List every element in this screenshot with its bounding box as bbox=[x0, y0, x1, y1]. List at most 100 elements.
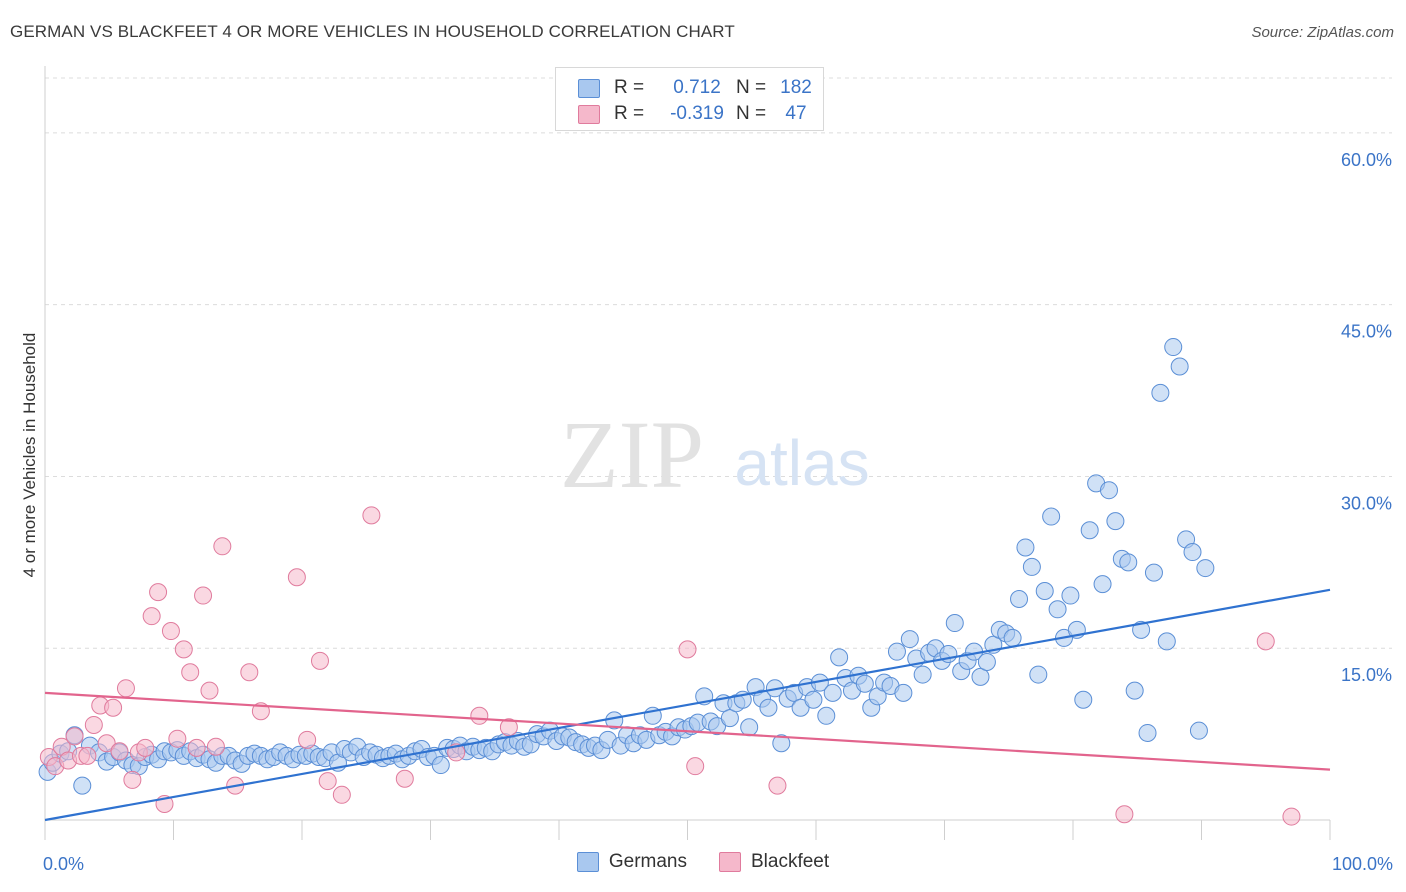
trend-lines bbox=[44, 588, 1331, 822]
blackfeet-point bbox=[65, 727, 84, 746]
blackfeet-point bbox=[1256, 632, 1275, 651]
blackfeet-point bbox=[174, 640, 193, 659]
legend-row-germans: R = 0.712 N = 182 bbox=[578, 76, 816, 100]
legend-row-blackfeet: R = -0.319 N = 47 bbox=[578, 102, 816, 126]
blackfeet-point bbox=[362, 506, 381, 525]
germans-point bbox=[1022, 557, 1041, 576]
blackfeet-point bbox=[318, 772, 337, 791]
blackfeet-point bbox=[181, 663, 200, 682]
watermark-zip: ZIP bbox=[560, 401, 704, 508]
legend-item-germans: Germans bbox=[576, 851, 687, 873]
germans-point bbox=[855, 674, 874, 693]
r-label: R = bbox=[614, 103, 645, 124]
germans-point bbox=[1042, 507, 1061, 526]
blackfeet-point bbox=[84, 715, 103, 734]
germans-trend-line bbox=[44, 588, 1331, 822]
germans-point bbox=[900, 630, 919, 649]
y-tick-label: 45.0% bbox=[1341, 322, 1392, 342]
germans-point bbox=[1125, 681, 1144, 700]
r-value: 0.712 bbox=[673, 77, 721, 98]
blackfeet-point bbox=[123, 770, 142, 789]
germans-point bbox=[759, 698, 778, 717]
blackfeet-point bbox=[200, 681, 219, 700]
grid-lines bbox=[45, 77, 1392, 649]
germans-point bbox=[1151, 383, 1170, 402]
blackfeet-point bbox=[142, 607, 161, 626]
germans-point bbox=[1010, 589, 1029, 608]
blackfeet-point bbox=[168, 729, 187, 748]
germans-point bbox=[913, 665, 932, 684]
germans-point bbox=[1080, 521, 1099, 540]
germans-point bbox=[1093, 575, 1112, 594]
blackfeet-point bbox=[287, 568, 306, 587]
germans-point bbox=[791, 698, 810, 717]
n-value: 47 bbox=[785, 103, 807, 124]
axes bbox=[44, 66, 1331, 840]
germans-point bbox=[1035, 581, 1054, 600]
x-tick-label-max: 100.0% bbox=[1332, 854, 1393, 874]
blackfeet-point bbox=[213, 537, 232, 556]
germans-point bbox=[1183, 543, 1202, 562]
blackfeet-point bbox=[110, 742, 129, 761]
x-tick-label-min: 0.0% bbox=[43, 854, 84, 874]
blackfeet-point bbox=[116, 679, 135, 698]
blackfeet-point bbox=[1282, 807, 1301, 826]
germans-point bbox=[1016, 538, 1035, 557]
blackfeet-point bbox=[161, 622, 180, 641]
blackfeet-point bbox=[194, 586, 213, 605]
germans-point bbox=[1029, 665, 1048, 684]
legend-item-blackfeet: Blackfeet bbox=[718, 851, 830, 873]
blackfeet-trend-line bbox=[44, 691, 1331, 771]
germans-point bbox=[720, 709, 739, 728]
blackfeet-point bbox=[187, 738, 206, 757]
germans-point bbox=[945, 614, 964, 633]
y-tick-label: 30.0% bbox=[1341, 493, 1392, 513]
germans-point bbox=[1189, 721, 1208, 740]
chart-title: GERMAN VS BLACKFEET 4 OR MORE VEHICLES I… bbox=[10, 22, 735, 41]
tick-labels: 15.0% 30.0% 45.0% 60.0% 0.0% 100.0% bbox=[43, 150, 1393, 874]
blackfeet-point bbox=[97, 734, 116, 753]
germans-point bbox=[1132, 620, 1151, 639]
germans-point bbox=[1099, 481, 1118, 500]
germans-point bbox=[772, 734, 791, 753]
y-tick-label: 15.0% bbox=[1341, 665, 1392, 685]
germans-point bbox=[804, 690, 823, 709]
data-points bbox=[38, 338, 1301, 826]
n-value: 182 bbox=[780, 77, 812, 98]
blackfeet-point bbox=[470, 706, 489, 725]
source-credit: Source: ZipAtlas.com bbox=[1251, 24, 1394, 41]
blackfeet-point bbox=[686, 757, 705, 776]
blackfeet-point bbox=[768, 776, 787, 795]
r-value: -0.319 bbox=[670, 103, 724, 124]
germans-point bbox=[1061, 586, 1080, 605]
r-label: R = bbox=[614, 77, 645, 98]
blackfeet-point bbox=[678, 640, 697, 659]
blackfeet-point bbox=[499, 718, 518, 737]
blackfeet-swatch bbox=[578, 104, 600, 124]
n-label: N = bbox=[736, 77, 767, 98]
germans-point bbox=[830, 648, 849, 667]
germans-point bbox=[740, 718, 759, 737]
germans-point bbox=[1170, 357, 1189, 376]
germans-point bbox=[1164, 338, 1183, 357]
germans-point bbox=[708, 717, 727, 736]
germans-point bbox=[823, 683, 842, 702]
germans-point bbox=[1196, 559, 1215, 578]
legend-label: Blackfeet bbox=[750, 851, 830, 872]
blackfeet-swatch bbox=[718, 852, 741, 872]
germans-point bbox=[971, 667, 990, 686]
germans-point bbox=[887, 642, 906, 661]
germans-swatch bbox=[578, 78, 600, 98]
germans-point bbox=[1074, 690, 1093, 709]
germans-point bbox=[1106, 512, 1125, 531]
blackfeet-point bbox=[206, 737, 225, 756]
germans-point bbox=[73, 776, 92, 795]
germans-point bbox=[1138, 723, 1157, 742]
watermark: ZIP atlas bbox=[560, 401, 870, 508]
blackfeet-point bbox=[104, 698, 123, 717]
germans-point bbox=[977, 652, 996, 671]
blackfeet-point bbox=[240, 663, 259, 682]
germans-point bbox=[431, 756, 450, 775]
blackfeet-point bbox=[395, 769, 414, 788]
